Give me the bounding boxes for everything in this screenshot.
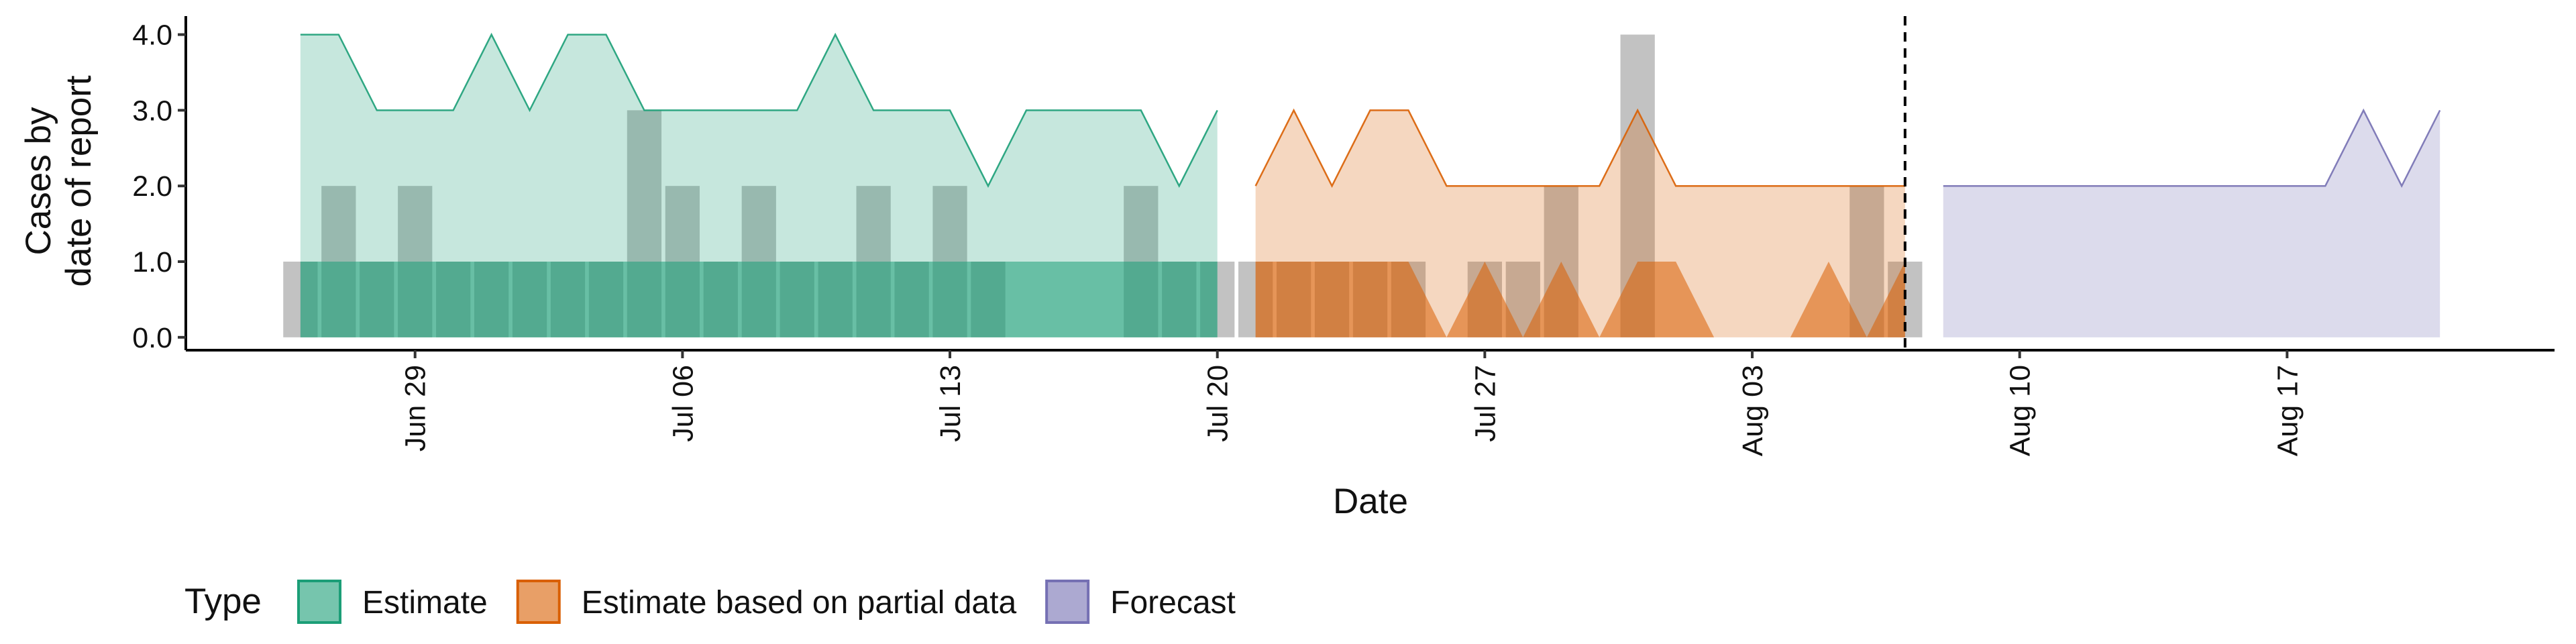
x-tick-label: Aug 17 xyxy=(2271,365,2304,456)
legend-label: Estimate based on partial data xyxy=(582,585,1017,621)
y-tick-label: 3.0 xyxy=(132,95,172,127)
outer-ribbon-edge xyxy=(300,32,1218,188)
plot-area xyxy=(283,32,2441,337)
legend-key xyxy=(297,580,341,624)
outer-ribbon-fill xyxy=(1943,110,2440,337)
x-axis-title: Date xyxy=(1333,482,1408,521)
y-axis-title-line: date of report xyxy=(59,75,99,287)
legend-key xyxy=(516,580,561,624)
y-tick-label: 0.0 xyxy=(132,322,172,354)
inner-ribbon-fill xyxy=(1255,262,1905,337)
x-tick-label: Jul 27 xyxy=(1469,365,1501,442)
x-tick-label: Aug 03 xyxy=(1737,365,1769,456)
outer-ribbon-edge xyxy=(1254,108,1905,188)
y-tick-label: 2.0 xyxy=(132,170,172,203)
y-axis-title-line: Cases by xyxy=(19,107,58,255)
legend-key xyxy=(1045,580,1090,624)
y-tick-label: 1.0 xyxy=(132,246,172,278)
y-tick-label: 4.0 xyxy=(132,19,172,52)
outer-ribbon-edge xyxy=(1943,108,2441,188)
x-tick-label: Aug 10 xyxy=(2004,365,2037,456)
x-tick-label: Jun 29 xyxy=(400,365,432,451)
legend-label: Estimate xyxy=(362,585,488,621)
inner-ribbon-fill xyxy=(300,262,1218,337)
x-tick-label: Jul 13 xyxy=(934,365,967,442)
x-tick-label: Jul 06 xyxy=(667,365,699,442)
legend-label: Forecast xyxy=(1110,585,1236,621)
observed-bar xyxy=(1849,186,1884,337)
x-tick-label: Jul 20 xyxy=(1202,365,1234,442)
legend-title: Type xyxy=(184,582,262,621)
